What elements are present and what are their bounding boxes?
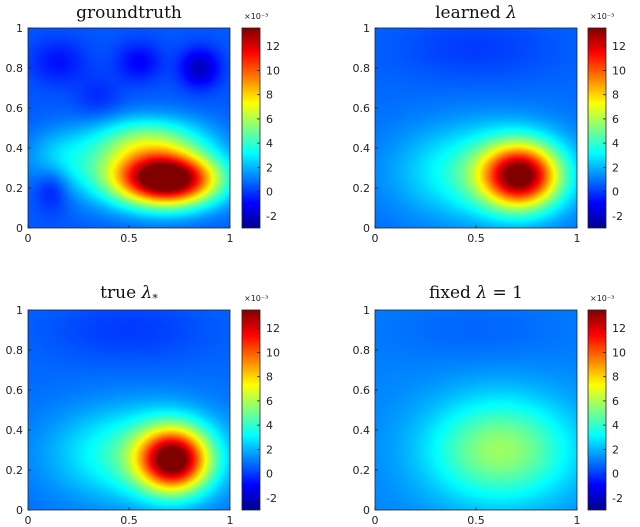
y-tick-label: 0.4 [353, 142, 371, 155]
y-tick-label: 0 [363, 222, 370, 235]
colorbar-tick-label: 12 [266, 40, 280, 53]
colorbar-tick-label: 6 [266, 395, 273, 408]
y-tick-label: 0.8 [353, 344, 371, 357]
x-tick-label: 1 [227, 232, 234, 245]
x-tick-label: 1 [574, 514, 581, 527]
y-tick-label: 0.4 [6, 142, 24, 155]
colorbar-tick-label: 0 [612, 468, 619, 481]
colorbar-tick-label: 10 [266, 64, 280, 77]
colorbar-tick-label: 2 [612, 443, 619, 456]
x-tick-label: 0 [372, 232, 379, 245]
colorbar [587, 309, 607, 511]
colorbar-multiplier: ×10⁻³ [590, 12, 614, 21]
colorbar-tick-label: 2 [266, 161, 273, 174]
y-tick-label: 0.4 [6, 424, 24, 437]
colorbar-multiplier: ×10⁻³ [244, 12, 268, 21]
heatmap-image [28, 28, 230, 228]
heatmap-image [375, 310, 577, 510]
y-tick-label: 1 [363, 22, 370, 35]
y-tick-label: 0.2 [353, 464, 371, 477]
y-tick-label: 0.6 [6, 384, 24, 397]
y-tick-label: 0.2 [353, 182, 371, 195]
colorbar-tick-label: 10 [612, 346, 626, 359]
colorbar-tick-label: -2 [612, 492, 623, 505]
colorbar-tick-label: 12 [612, 40, 626, 53]
colorbar-tick-label: 6 [266, 113, 273, 126]
y-tick-label: 0.8 [6, 62, 24, 75]
colorbar-tick-label: 12 [266, 322, 280, 335]
y-tick-label: 0.6 [6, 102, 24, 115]
x-tick-label: 1 [227, 514, 234, 527]
x-tick-label: 0.5 [467, 514, 485, 527]
panel-title: learned λ [435, 3, 517, 23]
y-tick-label: 0.2 [6, 464, 24, 477]
heatmap-image [28, 310, 230, 510]
colorbar-tick-label: -2 [266, 210, 277, 223]
colorbar-multiplier: ×10⁻³ [244, 294, 268, 303]
colorbar-tick-label: 12 [612, 322, 626, 335]
colorbar [587, 27, 607, 229]
y-tick-label: 0.2 [6, 182, 24, 195]
x-tick-label: 1 [574, 232, 581, 245]
colorbar-tick-label: 8 [266, 371, 273, 384]
colorbar [241, 27, 261, 229]
heatmap-image [375, 28, 577, 228]
x-tick-label: 0.5 [120, 514, 138, 527]
panel-title: true λ* [100, 283, 158, 305]
x-tick-label: 0 [25, 232, 32, 245]
colorbar-tick-label: 6 [612, 113, 619, 126]
panel-title: fixed λ = 1 [429, 283, 523, 303]
colorbar-tick-label: 2 [612, 161, 619, 174]
y-tick-label: 0.6 [353, 102, 371, 115]
y-tick-label: 0 [363, 504, 370, 517]
panel-title: groundtruth [76, 3, 182, 23]
x-tick-label: 0 [372, 514, 379, 527]
y-tick-label: 1 [16, 22, 23, 35]
heatmap-panel-3: true λ*0 0.5 100.20.40.60.81-2024681012×10… [6, 283, 281, 527]
colorbar-tick-label: 10 [266, 346, 280, 359]
y-tick-label: 0 [16, 504, 23, 517]
y-tick-label: 0.8 [353, 62, 371, 75]
y-tick-label: 0.8 [6, 344, 24, 357]
colorbar-tick-label: 2 [266, 443, 273, 456]
colorbar-tick-label: 0 [266, 186, 273, 199]
colorbar-tick-label: 8 [612, 371, 619, 384]
y-tick-label: 0.4 [353, 424, 371, 437]
heatmap-panel-2: learned λ0 0.5 100.20.40.60.81-2024681012×… [353, 3, 627, 245]
heatmap-panel-4: fixed λ = 10 0.5 100.20.40.60.81-202468101… [353, 283, 627, 527]
colorbar-tick-label: 10 [612, 64, 626, 77]
x-tick-label: 0 [25, 514, 32, 527]
colorbar-tick-label: -2 [612, 210, 623, 223]
x-tick-label: 0.5 [467, 232, 485, 245]
colorbar-tick-label: 6 [612, 395, 619, 408]
colorbar-tick-label: 4 [266, 137, 273, 150]
y-tick-label: 1 [363, 304, 370, 317]
colorbar-tick-label: 4 [612, 419, 619, 432]
colorbar [241, 309, 261, 511]
y-tick-label: 1 [16, 304, 23, 317]
colorbar-multiplier: ×10⁻³ [590, 294, 614, 303]
colorbar-tick-label: -2 [266, 492, 277, 505]
colorbar-tick-label: 8 [266, 89, 273, 102]
y-tick-label: 0.6 [353, 384, 371, 397]
colorbar-tick-label: 8 [612, 89, 619, 102]
colorbar-tick-label: 4 [266, 419, 273, 432]
colorbar-tick-label: 4 [612, 137, 619, 150]
y-tick-label: 0 [16, 222, 23, 235]
colorbar-tick-label: 0 [266, 468, 273, 481]
colorbar-tick-label: 0 [612, 186, 619, 199]
x-tick-label: 0.5 [120, 232, 138, 245]
